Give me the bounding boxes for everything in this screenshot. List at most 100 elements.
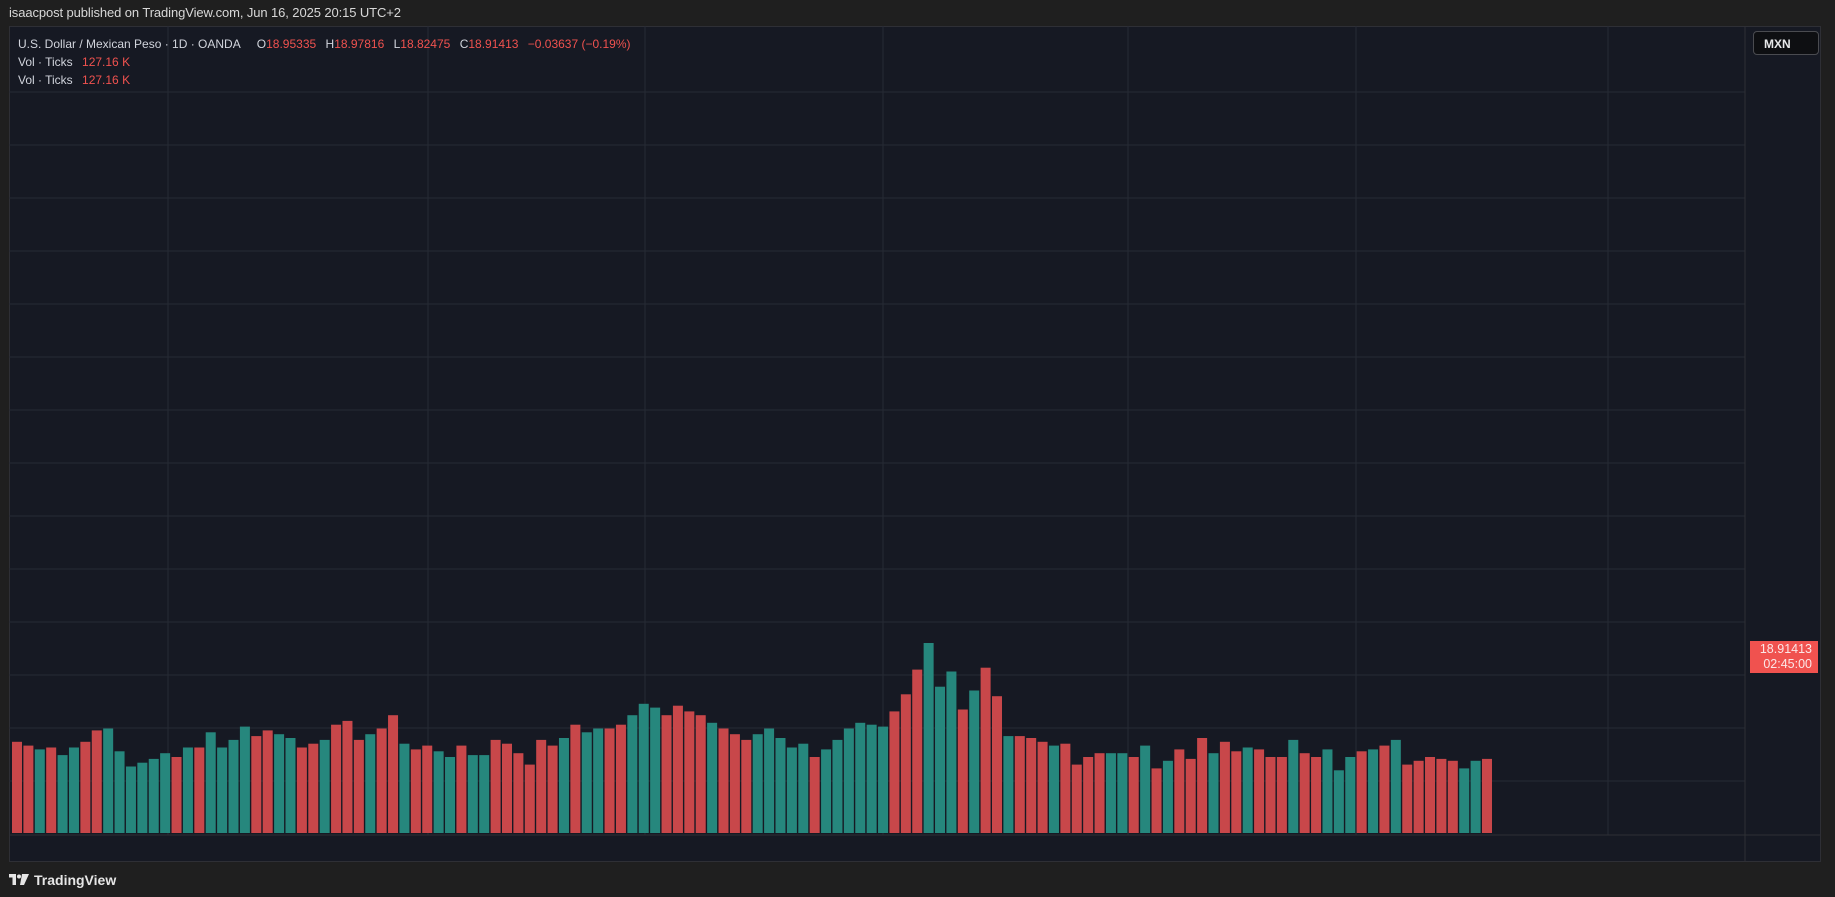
volume-bar [558, 738, 569, 833]
high-value: 18.97816 [334, 37, 385, 51]
volume-bar [1014, 736, 1025, 833]
currency-button[interactable]: MXN [1753, 31, 1819, 55]
volume-row: Vol · Ticks 127.16 K [18, 71, 631, 89]
volume-value: 127.16 K [82, 55, 131, 69]
volume-row: Vol · Ticks 127.16 K [18, 53, 631, 71]
volume-bar [741, 739, 752, 833]
volume-bar [1413, 760, 1424, 833]
volume-bar [182, 747, 193, 833]
volume-bar [1322, 749, 1333, 833]
tradingview-logo-text: TradingView [34, 872, 117, 888]
volume-bar [103, 728, 114, 833]
volume-label[interactable]: Vol · Ticks [18, 55, 73, 69]
volume-bar [23, 745, 34, 833]
volume-bar [1356, 751, 1367, 833]
volume-bar [502, 743, 512, 833]
volume-bar [878, 726, 889, 833]
volume-bar [1276, 757, 1287, 833]
volume-bar [923, 643, 934, 833]
last-price-tag: 18.91413 02:45:00 [1750, 641, 1818, 673]
volume-bar [581, 732, 592, 833]
volume-bar [695, 715, 706, 833]
volume-bar [1185, 758, 1196, 833]
bar-countdown: 02:45:00 [1763, 657, 1812, 671]
volume-bar [1345, 757, 1356, 833]
close-label: C [459, 37, 469, 51]
open-value: 18.95335 [266, 37, 317, 51]
volume-bar [1151, 768, 1162, 833]
chart-legend: U.S. Dollar / Mexican Peso · 1D · OANDA … [18, 35, 631, 89]
high-label: H [325, 37, 335, 51]
volume-bar [1231, 751, 1242, 833]
volume-bar [866, 724, 877, 833]
volume-bar [1402, 764, 1413, 833]
volume-bar [855, 722, 866, 833]
volume-bar [935, 686, 946, 833]
volume-bar [296, 747, 307, 833]
volume-bar [251, 736, 262, 833]
volume-bar [718, 728, 729, 833]
volume-bar [479, 755, 490, 833]
last-price-value: 18.91413 [1759, 642, 1812, 656]
volume-bar [114, 751, 125, 833]
volume-bar [46, 747, 57, 833]
volume-bar [228, 739, 239, 833]
volume-bar [308, 743, 319, 833]
volume-label[interactable]: Vol · Ticks [18, 73, 73, 87]
volume-bar [1379, 745, 1390, 833]
volume-bar [1242, 747, 1253, 833]
volume-bar [615, 724, 626, 833]
volume-bar [980, 667, 991, 833]
volume-bar [798, 743, 809, 833]
volume-bar [388, 715, 399, 833]
volume-bar [729, 734, 740, 833]
volume-bar [832, 739, 843, 833]
symbol-title[interactable]: U.S. Dollar / Mexican Peso · 1D · OANDA [18, 37, 241, 51]
volume-bar [1333, 770, 1344, 833]
volume-bar [353, 739, 364, 833]
volume-bar [1288, 739, 1299, 833]
volume-bar [445, 757, 456, 833]
volume-bar [456, 745, 467, 833]
volume-bar [422, 745, 433, 833]
volume-bar [125, 766, 136, 833]
volume-bar [1162, 760, 1173, 833]
volume-bar [524, 764, 535, 833]
volume-bar [570, 724, 581, 833]
volume-bar [331, 724, 342, 833]
volume-bar [376, 728, 387, 833]
volume-bar [342, 720, 353, 833]
volume-bar [217, 747, 228, 833]
volume-bar [57, 755, 68, 833]
tradingview-logo-icon [9, 874, 29, 885]
volume-bar [1026, 738, 1037, 833]
volume-bar [752, 734, 763, 833]
tradingview-logo: TradingView [9, 872, 116, 888]
volume-bar [1208, 753, 1219, 833]
volume-bar [1459, 768, 1470, 833]
volume-bar [661, 715, 672, 833]
volume-bar [1060, 743, 1071, 833]
volume-bar [1265, 757, 1276, 833]
volume-bar [490, 739, 501, 833]
volume-bar [80, 741, 91, 833]
volume-value: 127.16 K [82, 73, 131, 87]
volume-bar [627, 715, 638, 833]
volume-bar [1197, 738, 1208, 833]
volume-bar [68, 747, 79, 833]
volume-bar [638, 703, 649, 833]
volume-bar [34, 749, 45, 833]
volume-bar [1390, 739, 1401, 833]
volume-bar [1071, 764, 1082, 833]
volume-bar [1083, 757, 1094, 833]
volume-bar [969, 690, 980, 833]
volume-bar [775, 738, 786, 833]
volume-bar [91, 730, 102, 833]
volume-bar [593, 728, 604, 833]
candlestick-chart[interactable] [9, 26, 1821, 862]
volume-bar [194, 747, 205, 833]
volume-bar [239, 726, 250, 833]
volume-bar [707, 722, 718, 833]
ohlc-row: U.S. Dollar / Mexican Peso · 1D · OANDA … [18, 35, 631, 53]
volume-bar [843, 728, 854, 833]
